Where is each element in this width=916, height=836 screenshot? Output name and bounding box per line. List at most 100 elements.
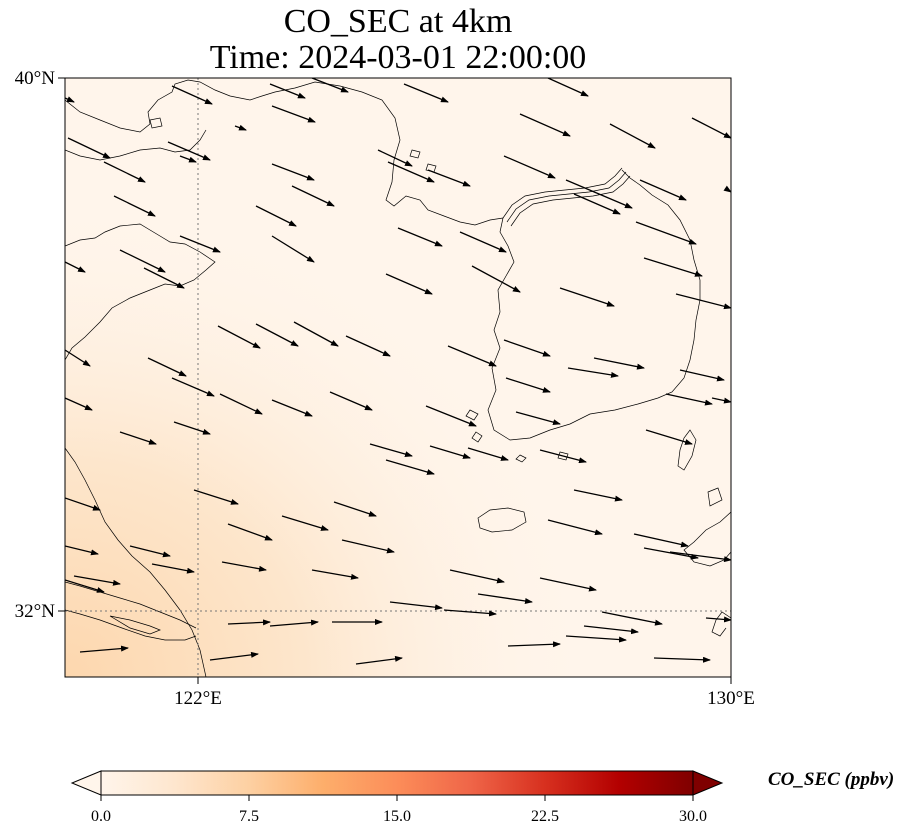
- wind-arrow: [119, 249, 166, 273]
- wind-arrow: [387, 161, 435, 183]
- colorbar-extend-min: [70, 770, 102, 796]
- wind-arrow: [643, 547, 699, 560]
- wind-arrow: [583, 625, 639, 635]
- wind-arrow: [503, 155, 556, 179]
- wind-arrow: [271, 105, 316, 123]
- wind-arrow: [129, 545, 171, 558]
- wind-arrow: [449, 569, 505, 584]
- wind-arrow: [679, 369, 725, 382]
- wind-arrow: [219, 393, 263, 415]
- wind-arrow: [539, 577, 597, 592]
- wind-arrow: [471, 265, 521, 293]
- wind-arrow: [691, 117, 731, 139]
- wind-arrow: [79, 645, 129, 653]
- wind-arrow: [227, 523, 273, 541]
- wind-arrow: [291, 185, 335, 207]
- wind-arrow: [635, 221, 697, 245]
- wind-arrow: [503, 339, 551, 357]
- colorbar-tick-4: 30.0: [679, 808, 707, 825]
- wind-arrow: [403, 83, 449, 103]
- wind-arrow: [143, 267, 185, 289]
- wind-arrow: [675, 293, 731, 310]
- coastline-jeju: [477, 507, 527, 533]
- wind-arrow: [389, 601, 443, 611]
- wind-arrow: [113, 195, 156, 217]
- colorbar-tick-0: 0.0: [91, 808, 111, 825]
- wind-arrow: [547, 519, 603, 536]
- wind-arrow: [329, 391, 373, 411]
- colorbar-extend-max: [692, 770, 724, 796]
- wind-arrow: [65, 397, 93, 411]
- wind-arrow: [565, 179, 633, 209]
- wind-arrow: [65, 497, 101, 511]
- wind-arrow: [515, 411, 561, 426]
- wind-arrow: [271, 235, 315, 263]
- wind-arrow: [179, 235, 221, 253]
- wind-arrow: [593, 357, 645, 370]
- coastline-china: [65, 223, 216, 361]
- wind-arrow: [65, 261, 86, 273]
- coastline-japan: [707, 487, 723, 507]
- wind-arrow: [507, 641, 561, 648]
- wind-arrow: [293, 321, 339, 347]
- wind-arrow: [643, 257, 703, 277]
- wind-arrow: [505, 377, 551, 393]
- wind-arrow: [443, 609, 497, 617]
- gridlines: [65, 78, 731, 677]
- wind-arrow: [269, 83, 306, 99]
- wind-arrow: [609, 123, 656, 149]
- coastline-bohai: [65, 129, 207, 161]
- wind-arrow: [429, 445, 471, 459]
- wind-arrow: [271, 163, 315, 181]
- colorbar: 0.0 7.5 15.0 22.5 30.0: [70, 770, 724, 825]
- lon-label-122: 122°E: [174, 688, 222, 709]
- axis-ticks: [58, 77, 732, 684]
- wind-arrow: [147, 357, 187, 377]
- wind-arrow: [559, 287, 615, 307]
- wind-arrow: [665, 393, 713, 406]
- wind-arrow: [119, 431, 157, 445]
- wind-arrow: [65, 349, 91, 367]
- wind-arrow: [171, 85, 213, 105]
- wind-arrow: [477, 593, 533, 604]
- wind-arrow: [171, 377, 215, 397]
- wind-arrow: [311, 78, 349, 93]
- wind-arrow: [669, 551, 731, 563]
- wind-arrow: [179, 155, 197, 163]
- concentration-field: [65, 78, 731, 677]
- colorbar-tick-1: 7.5: [239, 808, 259, 825]
- map-frame: [64, 77, 732, 678]
- wind-arrow: [281, 515, 329, 531]
- wind-arrow: [65, 545, 99, 556]
- plot-title: CO_SEC at 4km Time: 2024-03-01 22:00:00: [0, 4, 796, 76]
- wind-arrow: [633, 533, 689, 548]
- wind-arrow: [567, 367, 619, 378]
- title-line-2: Time: 2024-03-01 22:00:00: [209, 39, 587, 76]
- wind-arrow: [341, 539, 395, 554]
- wind-arrow: [369, 443, 413, 457]
- wind-arrow: [573, 193, 621, 215]
- wind-arrow: [65, 96, 75, 103]
- wind-arrow: [333, 501, 377, 517]
- wind-arrow: [427, 169, 471, 187]
- wind-arrow: [425, 405, 477, 427]
- wind-arrow: [705, 616, 731, 623]
- wind-arrow: [573, 489, 623, 502]
- wind-arrow: [221, 561, 267, 572]
- wind-arrow: [539, 449, 587, 464]
- wind-arrow: [227, 619, 271, 626]
- wind-arrow: [355, 655, 403, 665]
- lat-label-40: 40°N: [15, 68, 56, 89]
- wind-arrow: [645, 429, 693, 445]
- wind-arrow: [103, 161, 146, 183]
- wind-arrow: [255, 323, 299, 347]
- wind-vectors: [65, 78, 731, 665]
- wind-arrow: [167, 141, 211, 161]
- wind-arrow: [173, 421, 211, 435]
- colorbar-label: CO_SEC (ppbv): [768, 769, 895, 790]
- wind-arrow: [519, 113, 571, 137]
- wind-arrow: [217, 325, 261, 349]
- wind-arrow: [209, 651, 259, 661]
- lon-label-130: 130°E: [707, 688, 755, 709]
